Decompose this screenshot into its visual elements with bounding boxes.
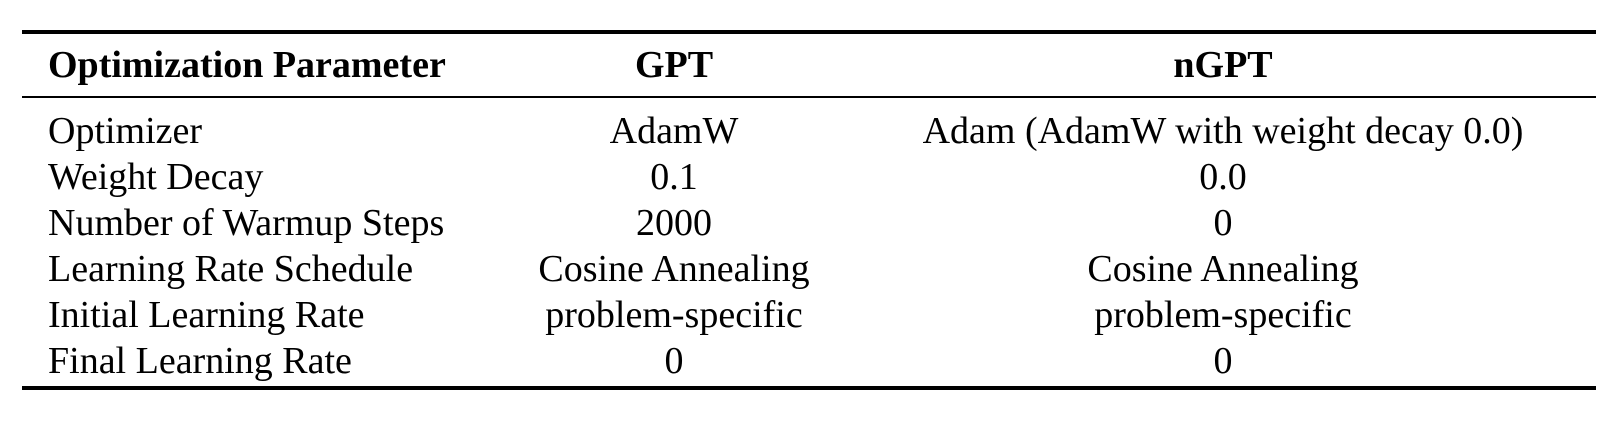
gpt-value: problem-specific bbox=[545, 294, 803, 336]
row-label: Number of Warmup Steps bbox=[48, 202, 445, 244]
ngpt-value: 0 bbox=[1213, 340, 1233, 382]
table-row: Initial Learning Rate problem-specific p… bbox=[22, 292, 1596, 338]
ngpt-value: 0 bbox=[1213, 202, 1233, 244]
header-optimization-parameter: Optimization Parameter bbox=[48, 44, 446, 86]
ngpt-value: 0.0 bbox=[1199, 156, 1247, 198]
hyperparameter-table-body: Optimizer AdamW Adam (AdamW with weight … bbox=[22, 98, 1596, 386]
row-label: Final Learning Rate bbox=[48, 340, 352, 382]
bottom-rule bbox=[22, 386, 1596, 390]
header-rule bbox=[22, 96, 1596, 98]
gpt-value: AdamW bbox=[609, 110, 739, 152]
row-label: Initial Learning Rate bbox=[48, 294, 365, 336]
gpt-value: 0 bbox=[664, 340, 684, 382]
hyperparameter-table-container: Optimization Parameter GPT nGPT Optimize… bbox=[22, 30, 1596, 390]
gpt-value: 0.1 bbox=[650, 156, 698, 198]
gpt-value: 2000 bbox=[636, 202, 712, 244]
row-label: Optimizer bbox=[48, 110, 203, 152]
ngpt-value: Adam (AdamW with weight decay 0.0) bbox=[922, 110, 1524, 152]
hyperparameter-table: Optimization Parameter GPT nGPT bbox=[22, 34, 1596, 96]
table-row: Final Learning Rate 0 0 bbox=[22, 338, 1596, 386]
row-label: Weight Decay bbox=[48, 156, 264, 198]
header-ngpt: nGPT bbox=[1173, 44, 1273, 86]
gpt-value: Cosine Annealing bbox=[538, 248, 810, 290]
header-gpt: GPT bbox=[634, 44, 714, 86]
header-row: Optimization Parameter GPT nGPT bbox=[22, 34, 1596, 96]
table-row: Weight Decay 0.1 0.0 bbox=[22, 154, 1596, 200]
row-label: Learning Rate Schedule bbox=[48, 248, 414, 290]
ngpt-value: Cosine Annealing bbox=[1087, 248, 1359, 290]
table-row: Number of Warmup Steps 2000 0 bbox=[22, 200, 1596, 246]
table-row: Learning Rate Schedule Cosine Annealing … bbox=[22, 246, 1596, 292]
ngpt-value: problem-specific bbox=[1094, 294, 1352, 336]
table-row: Optimizer AdamW Adam (AdamW with weight … bbox=[22, 98, 1596, 154]
top-rule bbox=[22, 30, 1596, 34]
